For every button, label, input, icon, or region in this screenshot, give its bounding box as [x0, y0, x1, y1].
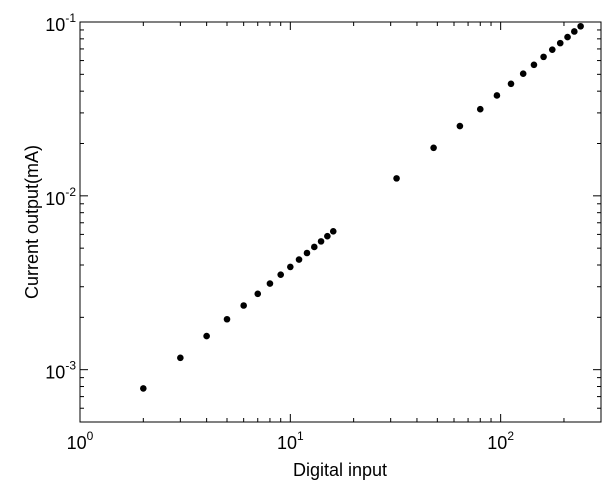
data-point — [324, 232, 331, 240]
data-point — [507, 80, 515, 88]
y-tick-label-base: 10 — [45, 363, 65, 383]
data-point — [295, 256, 303, 263]
data-point — [303, 249, 311, 257]
data-point — [317, 238, 325, 245]
x-tick-label-base: 10 — [67, 433, 87, 453]
y-tick-label: 10-2 — [45, 185, 76, 209]
data-point — [556, 39, 564, 47]
x-tick-label: 101 — [277, 429, 304, 453]
x-tick-label-exponent: 0 — [87, 429, 94, 443]
data-point — [548, 46, 556, 53]
data-point — [266, 280, 274, 287]
y-tick-label: 10-3 — [45, 359, 76, 383]
x-tick-label: 102 — [487, 429, 514, 453]
data-point — [493, 92, 501, 99]
x-tick-label-base: 10 — [487, 433, 507, 453]
data-point — [140, 385, 147, 392]
data-point — [277, 271, 285, 278]
data-point — [564, 33, 571, 41]
data-point — [329, 228, 337, 235]
data-point — [287, 263, 294, 271]
data-point — [540, 53, 547, 61]
data-point — [393, 175, 400, 182]
x-tick-label-exponent: 1 — [297, 429, 304, 443]
data-point — [456, 122, 464, 130]
data-point — [519, 70, 527, 78]
data-point — [240, 302, 247, 309]
data-point — [177, 354, 184, 362]
data-point — [203, 332, 210, 340]
data-point — [310, 243, 318, 251]
y-tick-label-exponent: -1 — [65, 11, 76, 25]
x-axis-title: Digital input — [293, 460, 387, 480]
data-point — [223, 315, 231, 323]
y-tick-label-base: 10 — [45, 189, 65, 209]
axis-ticks — [79, 21, 602, 423]
data-points — [140, 22, 584, 392]
data-point — [571, 28, 578, 35]
y-tick-label-base: 10 — [45, 15, 65, 35]
data-point — [476, 105, 484, 113]
data-point — [577, 22, 584, 30]
data-point — [530, 61, 538, 69]
data-point — [254, 290, 262, 298]
plot-area — [79, 21, 602, 423]
y-tick-label: 10-1 — [45, 11, 76, 35]
y-tick-label-exponent: -3 — [65, 359, 76, 373]
data-point — [430, 144, 437, 152]
x-tick-label-base: 10 — [277, 433, 297, 453]
x-tick-label-exponent: 2 — [507, 429, 514, 443]
x-tick-label: 100 — [67, 429, 94, 453]
y-tick-label-exponent: -2 — [65, 185, 76, 199]
y-axis-title: Current output(mA) — [22, 145, 42, 299]
